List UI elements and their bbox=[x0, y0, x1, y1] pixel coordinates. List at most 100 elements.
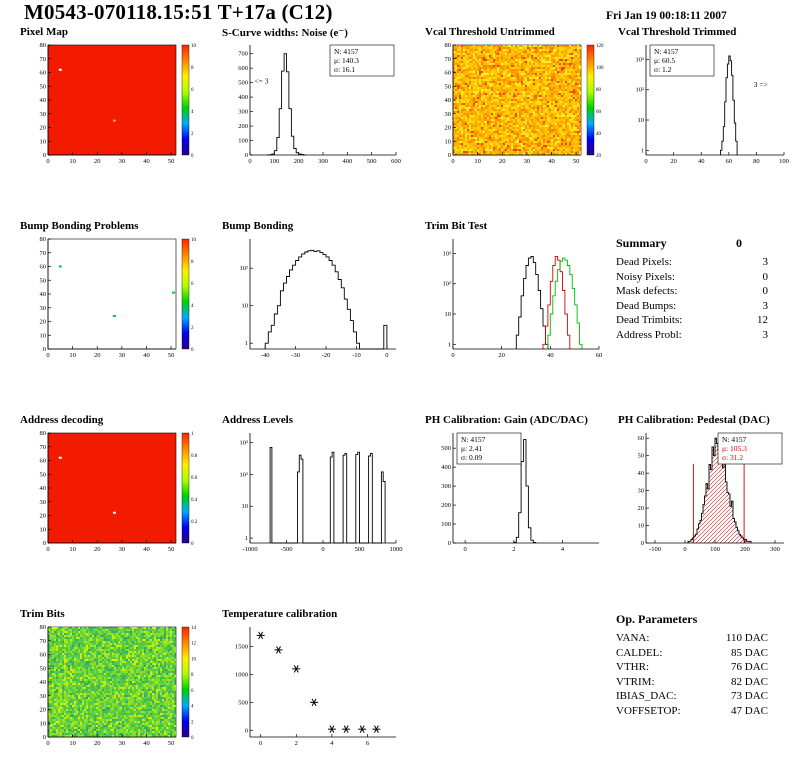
chart-cell-pixel-map: Pixel Map 0 2 4 6 8 10 0 10 20 30 40 50 0 10 20 30 40 50 6… bbox=[18, 26, 204, 178]
chart-title: Trim Bit Test bbox=[425, 220, 488, 232]
svg-text:80: 80 bbox=[40, 236, 47, 243]
svg-text:4: 4 bbox=[191, 110, 194, 115]
svg-text:40: 40 bbox=[638, 470, 645, 477]
svg-text:4: 4 bbox=[561, 546, 565, 553]
op-parameter-row: VTHR: 76 DAC bbox=[616, 661, 768, 673]
svg-text:200: 200 bbox=[294, 158, 304, 165]
svg-text:10³: 10³ bbox=[443, 250, 452, 257]
chart-title: Bump Bonding Problems bbox=[20, 220, 139, 232]
svg-text:20: 20 bbox=[498, 352, 505, 359]
svg-text:100: 100 bbox=[238, 138, 248, 145]
svg-text:0: 0 bbox=[448, 152, 451, 159]
svg-text:100: 100 bbox=[710, 546, 720, 553]
svg-text:50: 50 bbox=[638, 453, 645, 460]
svg-text:40: 40 bbox=[40, 97, 47, 104]
summary-row: Mask defects: 0 bbox=[616, 285, 768, 297]
chart-title: Trim Bits bbox=[20, 608, 65, 620]
svg-text:10²: 10² bbox=[636, 87, 645, 94]
svg-text:50: 50 bbox=[168, 546, 175, 553]
svg-text:60: 60 bbox=[40, 264, 47, 271]
svg-text:-1000: -1000 bbox=[242, 546, 257, 553]
svg-text:<= 3: <= 3 bbox=[254, 77, 268, 86]
svg-text:10: 10 bbox=[191, 238, 197, 243]
svg-text:20: 20 bbox=[94, 158, 101, 165]
svg-text:0.6: 0.6 bbox=[191, 476, 198, 481]
scurve-noise-plot: 0 100 200 300 400 500 600 0 100 200 300 400 500 600 70… bbox=[238, 44, 401, 165]
op-parameter-row: VANA: 110 DAC bbox=[616, 632, 768, 644]
svg-text:N: 4157: N: 4157 bbox=[334, 47, 359, 56]
svg-text:N: 4157: N: 4157 bbox=[654, 47, 679, 56]
svg-text:20: 20 bbox=[638, 505, 645, 512]
svg-text:300: 300 bbox=[318, 158, 328, 165]
svg-text:0.8: 0.8 bbox=[191, 454, 198, 459]
svg-text:-500: -500 bbox=[281, 546, 293, 553]
svg-text:0: 0 bbox=[683, 546, 686, 553]
svg-text:40: 40 bbox=[596, 132, 602, 137]
svg-text:10: 10 bbox=[40, 138, 47, 145]
chart-cell-address-decoding: Address decoding 0 0.2 0.4 0.6 0.8 1 0 10 20 30 40… bbox=[18, 414, 204, 566]
svg-text:400: 400 bbox=[342, 158, 352, 165]
chart-title: Pixel Map bbox=[20, 26, 68, 38]
svg-text:600: 600 bbox=[238, 65, 248, 72]
svg-text:2: 2 bbox=[512, 546, 515, 553]
svg-text:10: 10 bbox=[445, 138, 452, 145]
svg-text:0: 0 bbox=[451, 158, 454, 165]
summary-label: Dead Pixels: bbox=[616, 256, 672, 268]
svg-text:μ: 60.5: μ: 60.5 bbox=[654, 56, 675, 65]
svg-text:400: 400 bbox=[441, 464, 451, 471]
page-title: M0543-070118.15:51 T+17a (C12) bbox=[24, 0, 333, 24]
svg-text:30: 30 bbox=[119, 546, 126, 553]
chart-title: Vcal Threshold Trimmed bbox=[618, 26, 737, 38]
svg-text:0: 0 bbox=[385, 352, 388, 359]
op-parameter-value: 82 DAC bbox=[731, 675, 768, 688]
svg-text:80: 80 bbox=[40, 430, 47, 437]
svg-text:0: 0 bbox=[245, 152, 248, 159]
svg-text:20: 20 bbox=[94, 352, 101, 359]
chart-cell-trim-bit-test: Trim Bit Test 0 20 40 60 1 10 10² 10³ bbox=[423, 220, 609, 372]
svg-text:30: 30 bbox=[524, 158, 531, 165]
svg-text:4: 4 bbox=[191, 304, 194, 309]
svg-text:10: 10 bbox=[69, 546, 76, 553]
op-parameter-label: VOFFSETOP: bbox=[616, 704, 681, 717]
svg-text:0: 0 bbox=[43, 346, 46, 353]
svg-text:100: 100 bbox=[269, 158, 279, 165]
svg-text:300: 300 bbox=[441, 483, 451, 490]
op-parameter-label: VANA: bbox=[616, 632, 650, 644]
chart-cell-vcal-untrimmed: Vcal Threshold Untrimmed 20 40 60 80 100 120 0… bbox=[423, 26, 609, 178]
summary-block: Summary 0 Dead Pixels: 3 Noisy Pixels: 0 M… bbox=[616, 236, 768, 343]
svg-text:0: 0 bbox=[191, 154, 194, 159]
svg-text:600: 600 bbox=[391, 158, 401, 165]
svg-text:0.2: 0.2 bbox=[191, 520, 198, 525]
date-stamp: Fri Jan 19 00:18:11 2007 bbox=[606, 10, 727, 22]
svg-text:10: 10 bbox=[40, 332, 47, 339]
summary-heading-row: Summary 0 bbox=[616, 236, 768, 251]
svg-text:40: 40 bbox=[40, 485, 47, 492]
op-parameter-value: 85 DAC bbox=[731, 646, 768, 659]
summary-label: Dead Bumps: bbox=[616, 299, 677, 312]
op-parameters-block: Op. Parameters VANA: 110 DAC CALDEL: 85 DA… bbox=[616, 612, 768, 719]
chart-cell-vcal-trimmed: Vcal Threshold Trimmed 0 20 40 60 80 100 1 10 10… bbox=[616, 26, 796, 178]
svg-text:1: 1 bbox=[641, 147, 644, 154]
address-levels-plot: -1000 -500 0 500 1000 1 10 10² 10³ bbox=[240, 433, 403, 553]
svg-text:100: 100 bbox=[441, 521, 451, 528]
svg-text:40: 40 bbox=[698, 158, 705, 165]
svg-text:1: 1 bbox=[448, 341, 451, 348]
bump-bonding-plot: -40 -30 -20 -10 0 1 10 10² bbox=[240, 239, 396, 359]
summary-row: Noisy Pixels: 0 bbox=[616, 271, 768, 283]
svg-text:10: 10 bbox=[445, 311, 452, 318]
svg-text:30: 30 bbox=[40, 499, 47, 506]
chart-cell-ph-gain: PH Calibration: Gain (ADC/DAC) 0 2 4 0 100 20… bbox=[423, 414, 609, 566]
svg-text:70: 70 bbox=[445, 56, 452, 63]
svg-text:μ: 140.3: μ: 140.3 bbox=[334, 56, 359, 65]
op-parameter-value: 76 DAC bbox=[731, 661, 768, 673]
svg-text:0: 0 bbox=[321, 546, 324, 553]
svg-text:50: 50 bbox=[168, 158, 175, 165]
svg-text:70: 70 bbox=[40, 444, 47, 451]
summary-heading: Summary bbox=[616, 236, 667, 250]
summary-row: Dead Bumps: 3 bbox=[616, 300, 768, 312]
svg-text:100: 100 bbox=[596, 66, 604, 71]
svg-text:-30: -30 bbox=[291, 352, 300, 359]
svg-text:8: 8 bbox=[191, 66, 194, 71]
svg-text:10: 10 bbox=[242, 303, 249, 310]
